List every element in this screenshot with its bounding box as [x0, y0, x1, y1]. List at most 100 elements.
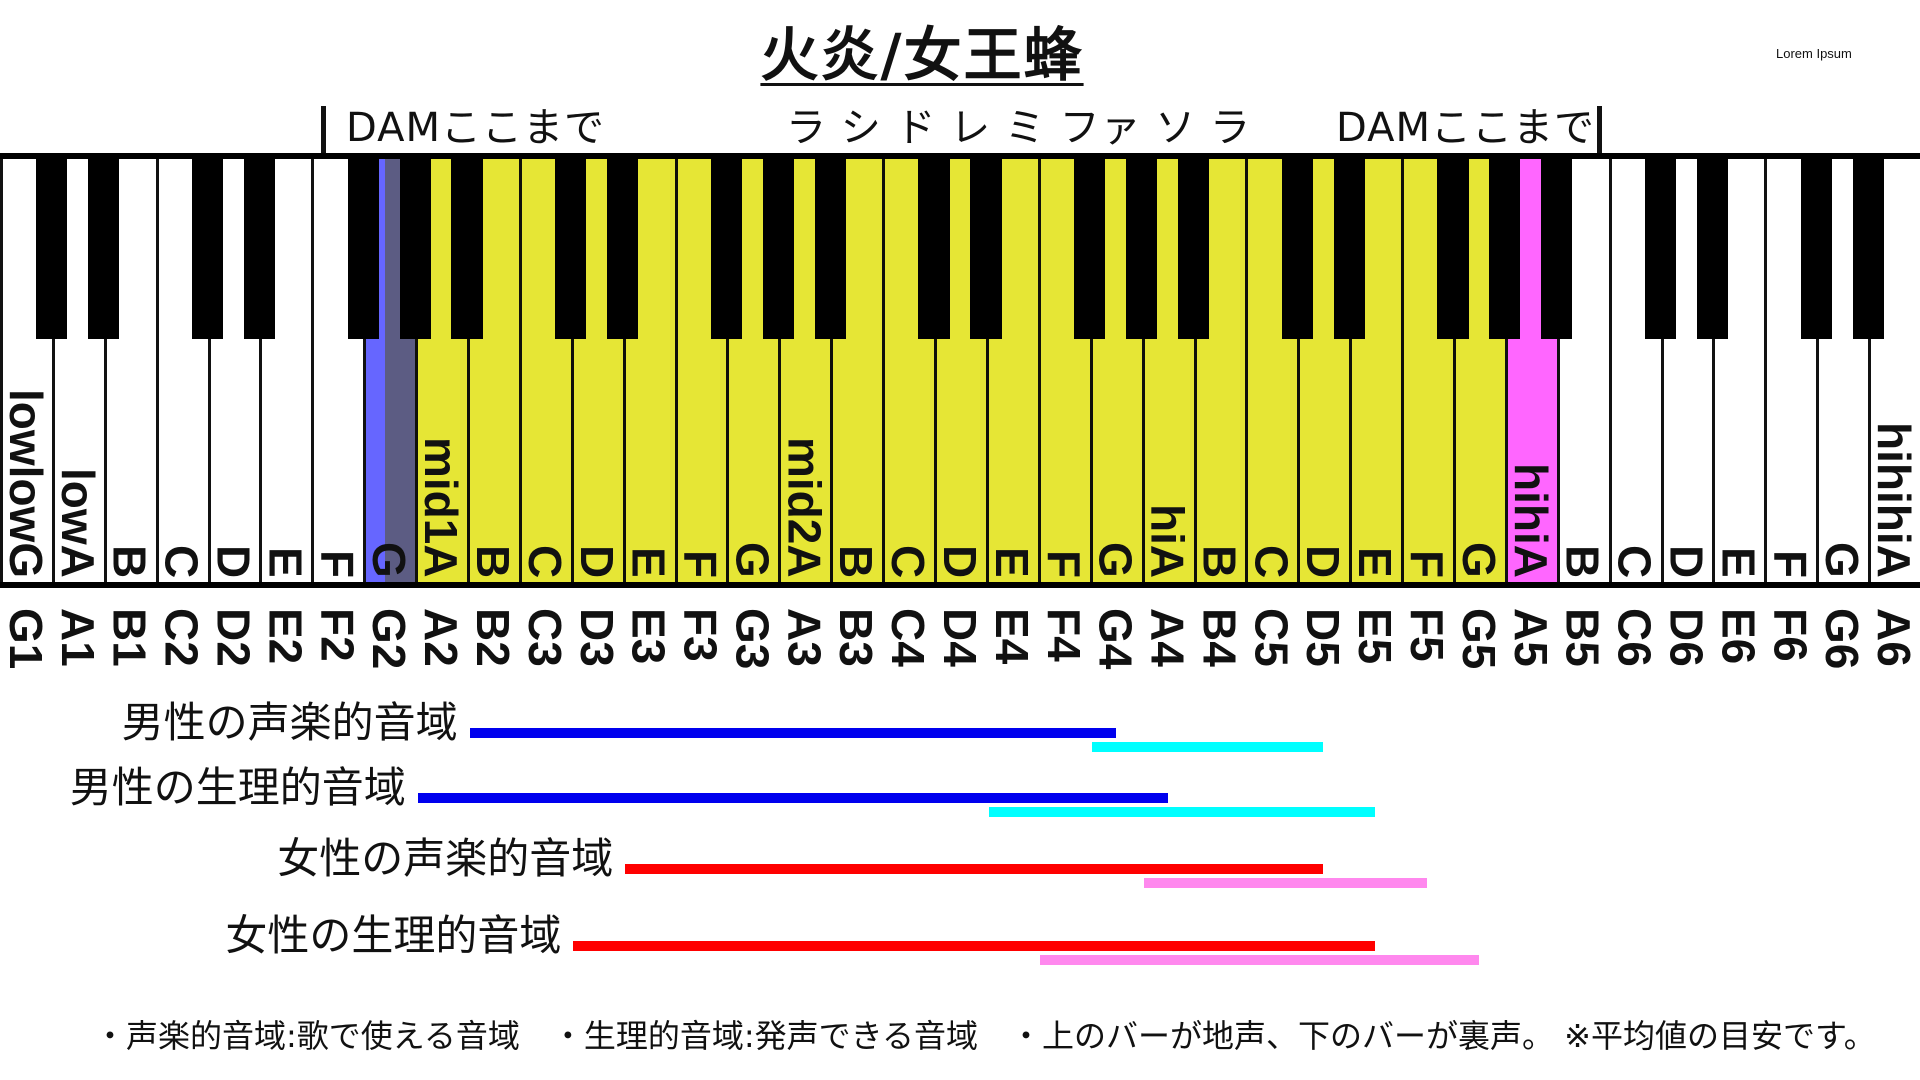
chest-voice-bar: [417, 793, 1168, 803]
note-name: F2: [311, 608, 364, 662]
note-name: D4: [934, 608, 986, 667]
key-label: hihihiA: [1868, 422, 1920, 578]
key-label: hihiA: [1504, 463, 1557, 578]
key-label: F: [674, 549, 727, 578]
key-label: B: [1193, 544, 1246, 578]
note-name: E4: [985, 608, 1038, 665]
key-label: E: [259, 547, 312, 578]
note-name: A6: [1868, 608, 1920, 667]
range-label: 女性の声楽的音域: [277, 834, 614, 883]
note-name: F6: [1764, 608, 1817, 662]
note-name: B3: [830, 608, 883, 667]
key-label: F: [1401, 549, 1454, 578]
falsetto-voice-bar: [1040, 955, 1479, 965]
note-name: G3: [726, 608, 779, 670]
note-name: A2: [415, 608, 468, 667]
solfege-label: ラ シ ド レ ミ ファ ソ ラ: [786, 105, 1252, 151]
note-name: D6: [1660, 608, 1713, 667]
key-label: G: [1089, 542, 1142, 578]
key-label: lowA: [51, 468, 104, 578]
note-name: F4: [1037, 608, 1090, 662]
key-label: F: [1037, 549, 1090, 578]
black-key: [1852, 153, 1884, 339]
chest-voice-bar: [573, 941, 1376, 951]
note-name: C5: [1245, 608, 1298, 667]
song-title: 火炎/女王蜂: [760, 21, 1084, 89]
falsetto-voice-bar: [988, 807, 1376, 817]
key-label: C: [518, 544, 571, 578]
key-label: D: [934, 544, 986, 578]
key-label: D: [1660, 544, 1713, 578]
black-key: [88, 153, 120, 339]
key-label: hiA: [1141, 503, 1194, 578]
note-name: E3: [622, 608, 675, 665]
note-name: E5: [1349, 608, 1402, 665]
key-label: B: [466, 544, 519, 578]
footnote: ・声楽的音域:歌で使える音域 ・生理的音域:発声できる音域 ・上のバーが地声、下…: [94, 1017, 1876, 1055]
note-name: G2: [363, 608, 416, 670]
black-key: [1696, 153, 1728, 339]
key-label: E: [622, 547, 675, 578]
key-label: G: [726, 542, 779, 578]
note-name: C6: [1608, 608, 1661, 667]
black-key: [243, 153, 276, 339]
key-label: F: [1764, 549, 1817, 578]
note-name: G1: [0, 608, 52, 670]
keyboard-top-edge: [0, 153, 1920, 159]
note-name: C4: [882, 608, 935, 667]
note-name: A4: [1141, 608, 1194, 667]
note-name: C2: [155, 608, 208, 667]
key-label: G: [1452, 542, 1505, 578]
dam-limit-right-label: DAMここまで: [1336, 105, 1595, 151]
falsetto-voice-bar: [1092, 742, 1324, 752]
key-label: B: [830, 544, 883, 578]
dam-limit-left-label: DAMここまで: [346, 105, 605, 151]
note-name: E6: [1712, 608, 1765, 665]
key-label: lowlowG: [0, 388, 52, 578]
key-label: B: [1556, 544, 1609, 578]
note-name: A1: [51, 608, 104, 667]
key-label: G: [1816, 542, 1869, 578]
note-name: B5: [1556, 608, 1609, 667]
black-key: [1541, 153, 1573, 339]
right-limit-line: [1597, 106, 1602, 154]
black-key: [1800, 153, 1832, 339]
black-key: [36, 153, 68, 339]
note-name: G6: [1816, 608, 1869, 670]
note-name: G5: [1452, 608, 1505, 670]
key-label: F: [311, 549, 364, 578]
key-label: E: [1712, 547, 1765, 578]
key-label: E: [1349, 547, 1402, 578]
song-range-overlay: [385, 153, 1505, 585]
black-key: [192, 153, 224, 339]
key-label: D: [207, 544, 260, 578]
corner-text: Lorem Ipsum: [1776, 46, 1852, 61]
note-name: C3: [518, 608, 571, 667]
key-label: mid2A: [778, 437, 831, 578]
note-name: A3: [778, 608, 831, 667]
key-label: D: [570, 544, 623, 578]
note-name: D2: [207, 608, 260, 667]
left-limit-line: [321, 106, 326, 154]
note-name: B4: [1193, 608, 1246, 667]
key-label: mid1A: [415, 437, 468, 578]
range-label: 女性の生理的音域: [225, 911, 562, 960]
keyboard-bottom-edge: [0, 582, 1920, 588]
key-label: E: [985, 547, 1038, 578]
note-name: B2: [466, 608, 519, 667]
note-name: G4: [1089, 608, 1142, 670]
note-name: E2: [259, 608, 312, 665]
black-key: [347, 153, 379, 339]
chest-voice-bar: [469, 728, 1116, 738]
key-label: C: [882, 544, 935, 578]
key-label: B: [103, 544, 156, 578]
note-name: F3: [674, 608, 727, 662]
black-key: [1644, 153, 1677, 339]
key-label: C: [1245, 544, 1298, 578]
key-label: C: [1608, 544, 1661, 578]
note-name: B1: [103, 608, 156, 667]
note-name: F5: [1401, 608, 1454, 662]
key-label: G: [363, 542, 416, 578]
range-label: 男性の生理的音域: [69, 763, 406, 812]
